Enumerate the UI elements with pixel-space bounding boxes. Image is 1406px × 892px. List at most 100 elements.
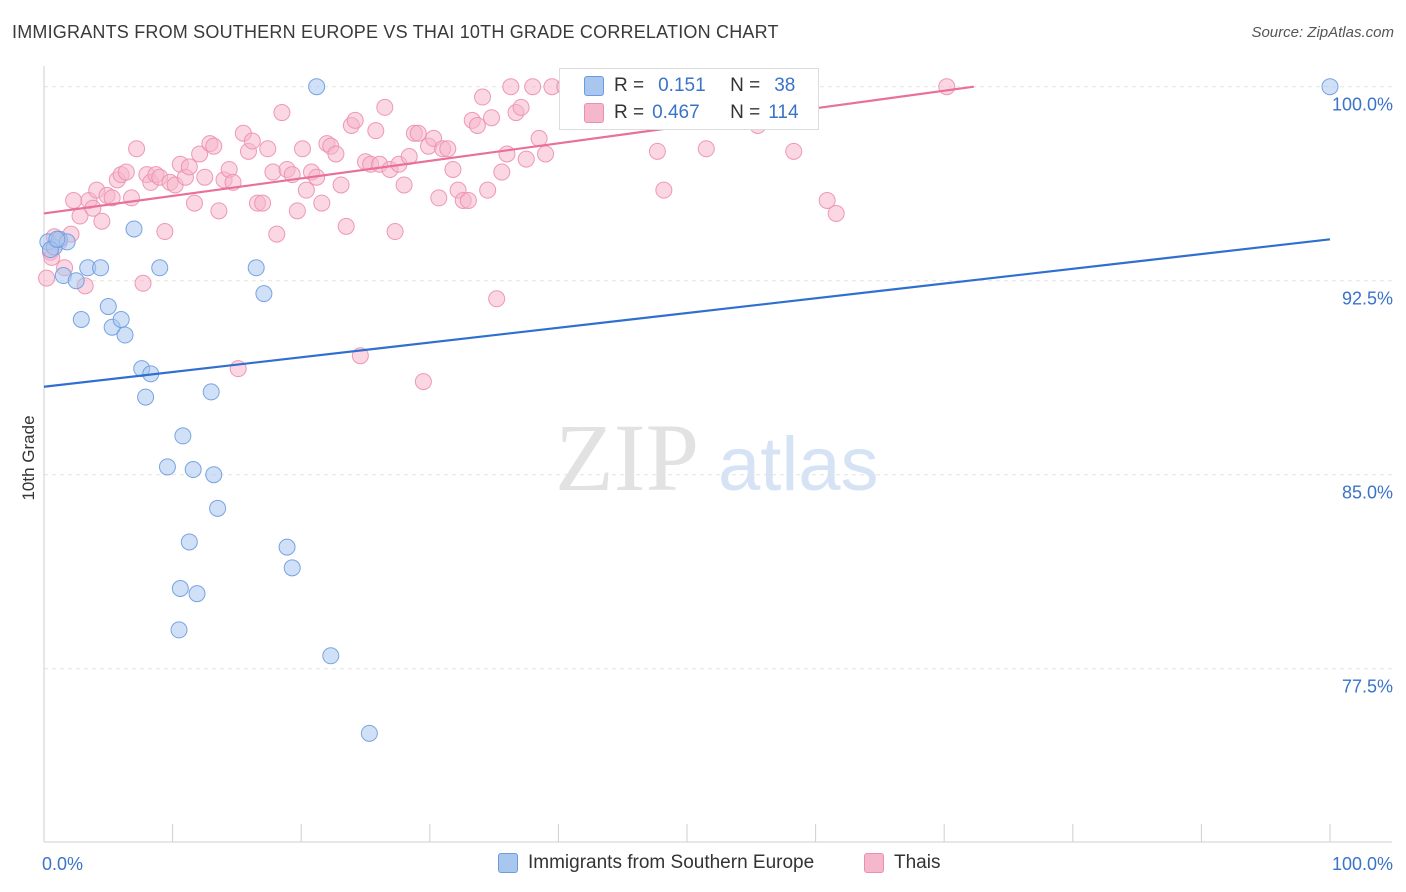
pink-point xyxy=(259,140,277,158)
y-tick-labels: 100.0% 92.5% 85.0% 77.5% xyxy=(1332,95,1393,697)
pink-r-label: R = xyxy=(614,102,645,123)
pink-point xyxy=(386,223,404,241)
grid xyxy=(44,86,1392,670)
pink-point xyxy=(103,189,121,207)
watermark-atlas: atlas xyxy=(718,422,879,507)
y-tick-label: 85.0% xyxy=(1342,483,1393,503)
pink-point xyxy=(655,181,673,199)
pink-r-value: 0.467 xyxy=(652,102,700,123)
blue-point xyxy=(174,427,192,445)
pink-point xyxy=(395,176,413,194)
blue-point xyxy=(67,272,85,290)
blue-series xyxy=(39,78,1339,742)
blue-point xyxy=(48,230,66,248)
pink-point xyxy=(180,158,198,176)
blue-point xyxy=(151,259,169,277)
y-tick-label: 100.0% xyxy=(1332,95,1393,115)
blue-point xyxy=(278,538,296,556)
pink-point xyxy=(210,202,228,220)
pink-point xyxy=(337,217,355,235)
pink-point xyxy=(205,137,223,155)
blue-point xyxy=(171,580,189,598)
stats-box: R = 0.151 N = 38 R = 0.467 N = 114 xyxy=(559,68,819,130)
blue-point xyxy=(209,499,227,517)
legend-pink-swatch xyxy=(864,853,884,873)
source-label: Source: ZipAtlas.com xyxy=(1251,24,1394,41)
legend-pink-label: Thais xyxy=(894,852,941,873)
pink-point xyxy=(93,212,111,230)
blue-point xyxy=(205,466,223,484)
blue-point xyxy=(170,621,188,639)
pink-point xyxy=(376,98,394,116)
pink-point xyxy=(367,122,385,140)
pink-point xyxy=(483,109,501,127)
pink-point xyxy=(264,163,282,181)
pink-point xyxy=(288,202,306,220)
pink-point xyxy=(134,274,152,292)
blue-trend-line xyxy=(43,238,1331,388)
pink-point xyxy=(827,204,845,222)
legend: Immigrants from Southern Europe Thais xyxy=(0,852,1406,878)
pink-point xyxy=(530,129,548,147)
blue-point xyxy=(137,388,155,406)
legend-blue-swatch xyxy=(498,853,518,873)
pink-point xyxy=(297,181,315,199)
pink-series xyxy=(38,78,956,391)
blue-n-value: 38 xyxy=(774,75,796,96)
pink-point xyxy=(327,145,345,163)
pink-point xyxy=(243,132,261,150)
legend-item-pink[interactable]: Thais xyxy=(864,852,940,874)
blue-point xyxy=(360,724,378,742)
blue-point xyxy=(283,559,301,577)
pink-point xyxy=(648,142,666,160)
blue-point xyxy=(255,285,273,303)
legend-item-blue[interactable]: Immigrants from Southern Europe xyxy=(498,852,814,874)
pink-point xyxy=(414,373,432,391)
pink-trend-line xyxy=(43,85,974,215)
pink-point xyxy=(117,163,135,181)
stats-row-pink: R = 0.467 N = 114 xyxy=(584,101,799,125)
blue-point xyxy=(308,78,326,96)
blue-point xyxy=(158,458,176,476)
blue-point xyxy=(322,647,340,665)
blue-point xyxy=(125,220,143,238)
pink-point xyxy=(493,163,511,181)
pink-point xyxy=(468,116,486,134)
pink-point xyxy=(122,189,140,207)
pink-point xyxy=(697,140,715,158)
blue-point xyxy=(1321,78,1339,96)
pink-point xyxy=(488,290,506,308)
blue-point xyxy=(180,533,198,551)
blue-point xyxy=(202,383,220,401)
pink-swatch xyxy=(584,103,604,123)
legend-blue-label: Immigrants from Southern Europe xyxy=(528,852,815,873)
blue-point xyxy=(247,259,265,277)
pink-point xyxy=(128,140,146,158)
pink-point xyxy=(517,150,535,168)
y-tick-label: 92.5% xyxy=(1342,289,1393,309)
pink-point xyxy=(444,160,462,178)
pink-point xyxy=(254,194,272,212)
pink-point xyxy=(273,104,291,122)
pink-n-label: N = xyxy=(730,102,761,123)
chart-title: IMMIGRANTS FROM SOUTHERN EUROPE VS THAI … xyxy=(12,22,779,42)
pink-point xyxy=(537,145,555,163)
blue-point xyxy=(99,298,117,316)
pink-point xyxy=(439,140,457,158)
blue-point xyxy=(116,326,134,344)
pink-point xyxy=(313,194,331,212)
watermark-zip: ZIP xyxy=(555,404,699,511)
pink-point xyxy=(196,168,214,186)
pink-point xyxy=(512,98,530,116)
pink-point xyxy=(38,269,56,287)
pink-point xyxy=(268,225,286,243)
blue-point xyxy=(92,259,110,277)
pink-point xyxy=(474,88,492,106)
blue-point xyxy=(72,310,90,328)
pink-point xyxy=(293,140,311,158)
pink-point xyxy=(502,78,520,96)
y-tick-label: 77.5% xyxy=(1342,677,1393,697)
pink-point xyxy=(65,192,83,210)
pink-point xyxy=(185,194,203,212)
